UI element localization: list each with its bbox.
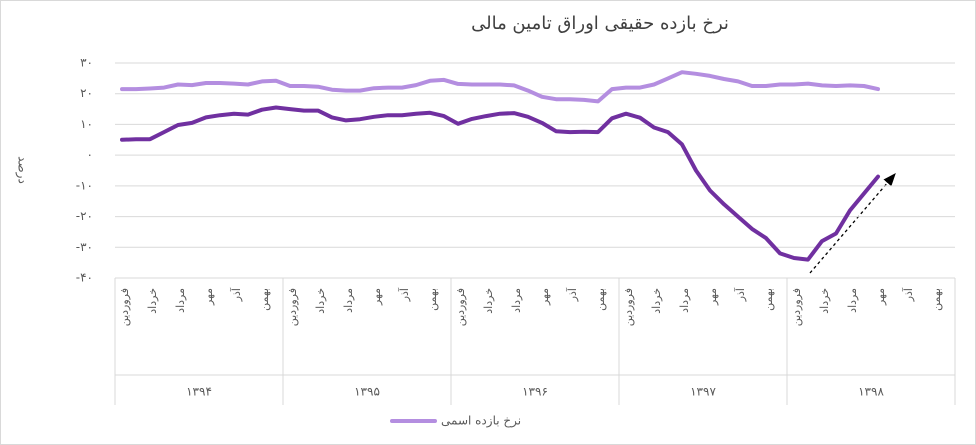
x-tick-label: بهمن [426, 288, 439, 311]
x-tick-label: بهمن [762, 288, 775, 311]
x-tick-label: خرداد [650, 288, 663, 314]
y-tick-label: ۱۰ [80, 117, 93, 131]
year-label: ۱۳۹۷ [690, 385, 716, 399]
x-tick-label: مهر [538, 288, 551, 306]
x-tick-label: آذر [733, 287, 747, 302]
year-label: ۱۳۹۶ [522, 385, 548, 399]
legend-label: نرخ بازده اسمی [441, 414, 521, 429]
x-tick-label: خرداد [314, 288, 327, 314]
x-tick-label: آذر [565, 287, 579, 302]
y-tick-label: -۴۰ [76, 271, 93, 285]
x-tick-label: آذر [229, 287, 243, 302]
y-tick-label: ۳۰ [80, 56, 93, 70]
x-tick-label: فروردین [622, 288, 635, 326]
x-tick-label: خرداد [482, 288, 495, 314]
x-tick-label: مهر [370, 288, 383, 306]
y-axis-label: درصد [15, 156, 30, 184]
x-tick-label: مرداد [846, 288, 859, 313]
y-tick-label: -۱۰ [76, 178, 93, 192]
x-tick-label: مرداد [174, 288, 187, 313]
y-tick-label: ۲۰ [80, 86, 93, 100]
x-tick-label: خرداد [818, 288, 831, 314]
x-tick-label: مهر [874, 288, 887, 306]
x-tick-label: مهر [706, 288, 719, 306]
x-tick-label: مرداد [342, 288, 355, 313]
x-tick-label: فروردین [790, 288, 803, 326]
year-label: ۱۳۹۵ [354, 385, 380, 399]
y-tick-label: -۳۰ [76, 240, 93, 254]
x-tick-label: بهمن [258, 288, 271, 311]
x-tick-label: فروردین [118, 288, 131, 326]
x-tick-label: آذر [901, 287, 915, 302]
chart-title: نرخ بازده حقیقی اوراق تامین مالی [471, 13, 729, 34]
x-tick-label: مرداد [510, 288, 523, 313]
x-tick-label: فروردین [454, 288, 467, 326]
x-tick-label: بهمن [594, 288, 607, 311]
x-tick-label: مرداد [678, 288, 691, 313]
series-line [120, 105, 880, 262]
y-tick-label: ۰ [87, 148, 93, 162]
x-tick-label: آذر [397, 287, 411, 302]
x-tick-label: خرداد [146, 288, 159, 314]
x-tick-label: بهمن [930, 288, 943, 311]
year-label: ۱۳۹۴ [186, 385, 212, 399]
x-tick-label: مهر [202, 288, 215, 306]
y-tick-label: -۲۰ [76, 209, 93, 223]
trend-arrow [809, 173, 896, 274]
year-label: ۱۳۹۸ [858, 385, 884, 399]
series-line [120, 70, 880, 104]
x-tick-label: فروردین [286, 288, 299, 326]
